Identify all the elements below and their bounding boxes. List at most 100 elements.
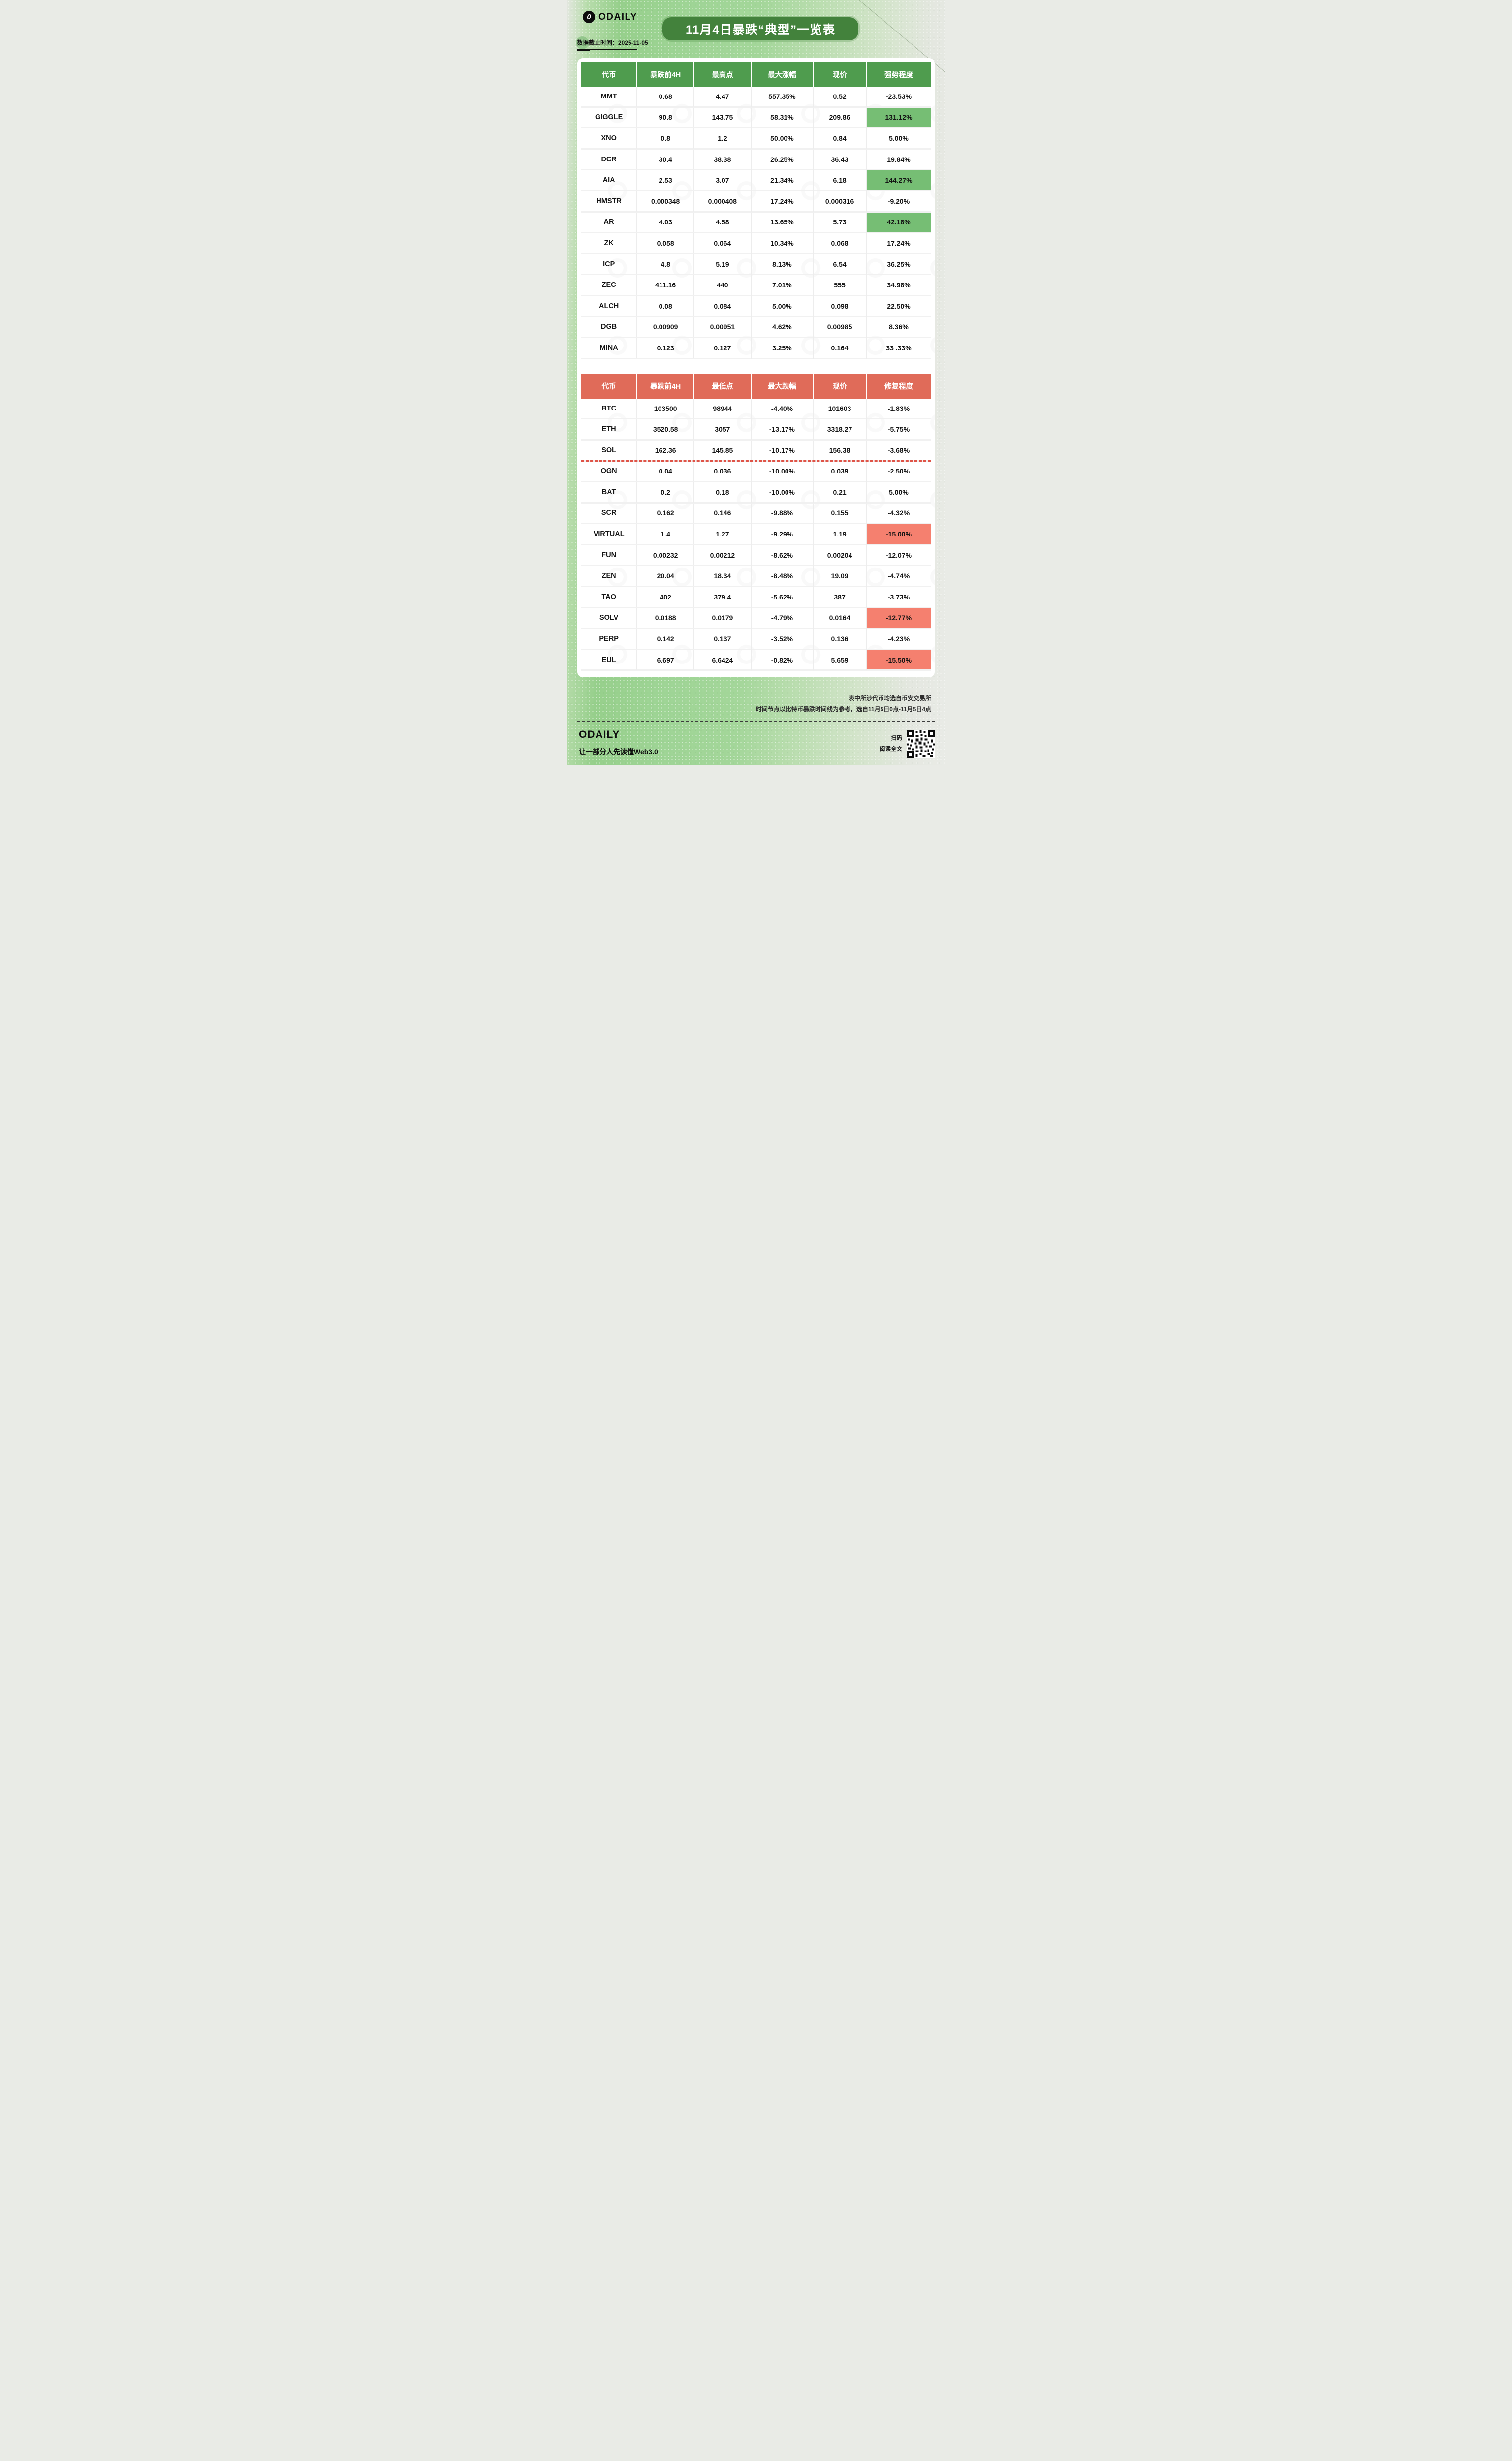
table-header-row: 代币 暴跌前4H 最低点 最大跌幅 现价 修复程度 xyxy=(581,374,931,399)
token-cell: BTC xyxy=(581,398,638,420)
tables-card: 代币 暴跌前4H 最高点 最大涨幅 现价 强势程度 MMT 0.68 4.47 557.35% 0.… xyxy=(577,58,935,677)
table-row: SOLV 0.0188 0.0179 -4.79% 0.0164 -12.77% xyxy=(581,608,931,630)
column-header: 最大跌幅 xyxy=(751,374,814,399)
table-row: SOL 162.36 145.85 -10.17% 156.38 -3.68% xyxy=(581,440,931,462)
value-cell: 0.098 xyxy=(814,296,867,317)
value-cell: 8.13% xyxy=(751,254,814,276)
value-cell: -3.52% xyxy=(751,629,814,650)
value-cell: 411.16 xyxy=(637,275,695,296)
value-cell: 144.27% xyxy=(867,170,931,191)
table-row: MMT 0.68 4.47 557.35% 0.52 -23.53% xyxy=(581,87,931,108)
table-row: ETH 3520.58 3057 -13.17% 3318.27 -5.75% xyxy=(581,419,931,441)
value-cell: -3.73% xyxy=(867,587,931,608)
table-row: DCR 30.4 38.38 26.25% 36.43 19.84% xyxy=(581,149,931,171)
token-cell: EUL xyxy=(581,650,638,671)
table-row: GIGGLE 90.8 143.75 58.31% 209.86 131.12% xyxy=(581,107,931,129)
value-cell: 0.08 xyxy=(637,296,695,317)
value-cell: 0.21 xyxy=(814,482,867,504)
infographic-poster: 0 ODAILY 11月4日暴跌“典型”一览表 数据截止时间：2025-11-0… xyxy=(567,0,945,765)
token-cell: DCR xyxy=(581,149,638,171)
value-cell: 0.039 xyxy=(814,461,867,483)
token-cell: MMT xyxy=(581,87,638,108)
value-cell: -13.17% xyxy=(751,419,814,441)
value-cell: 0.137 xyxy=(694,629,752,650)
table-row: SCR 0.162 0.146 -9.88% 0.155 -4.32% xyxy=(581,503,931,525)
value-cell: 58.31% xyxy=(751,107,814,129)
value-cell: 1.2 xyxy=(694,128,752,150)
value-cell: 5.73 xyxy=(814,212,867,234)
table-row: DGB 0.00909 0.00951 4.62% 0.00985 8.36% xyxy=(581,317,931,339)
value-cell: 0.52 xyxy=(814,87,867,108)
value-cell: 555 xyxy=(814,275,867,296)
value-cell: 5.19 xyxy=(694,254,752,276)
value-cell: -15.50% xyxy=(867,650,931,671)
footnote-line: 时间节点以比特币暴跌时间线为参考，选自11月5日0点-11月5日4点 xyxy=(756,706,931,713)
qr-caption-line: 扫码 xyxy=(891,735,902,741)
odaily-logo-text: ODAILY xyxy=(598,11,638,22)
table-row: FUN 0.00232 0.00212 -8.62% 0.00204 -12.07% xyxy=(581,545,931,567)
qr-caption-line: 阅读全文 xyxy=(880,746,902,752)
value-cell: 4.62% xyxy=(751,317,814,339)
token-cell: ALCH xyxy=(581,296,638,317)
token-cell: XNO xyxy=(581,128,638,150)
footer-brand: ODAILY 让一部分人先读懂Web3.0 xyxy=(579,729,658,757)
value-cell: 3.25% xyxy=(751,338,814,359)
token-cell: FUN xyxy=(581,545,638,567)
footnotes: 表中所涉代币均选自币安交易所 时间节点以比特币暴跌时间线为参考，选自11月5日0… xyxy=(656,693,931,715)
value-cell: 0.04 xyxy=(637,461,695,483)
column-header: 最大涨幅 xyxy=(751,62,814,87)
odaily-logo: 0 ODAILY xyxy=(583,11,637,23)
value-cell: 0.2 xyxy=(637,482,695,504)
value-cell: 18.34 xyxy=(694,566,752,588)
token-cell: BAT xyxy=(581,482,638,504)
value-cell: 6.697 xyxy=(637,650,695,671)
value-cell: -9.20% xyxy=(867,191,931,213)
value-cell: 0.18 xyxy=(694,482,752,504)
token-cell: AR xyxy=(581,212,638,234)
page-title: 11月4日暴跌“典型”一览表 xyxy=(662,17,858,40)
value-cell: 3057 xyxy=(694,419,752,441)
value-cell: 0.00909 xyxy=(637,317,695,339)
value-cell: 4.47 xyxy=(694,87,752,108)
value-cell: 4.03 xyxy=(637,212,695,234)
token-cell: PERP xyxy=(581,629,638,650)
value-cell: 22.50% xyxy=(867,296,931,317)
token-cell: SOLV xyxy=(581,608,638,630)
value-cell: 131.12% xyxy=(867,107,931,129)
value-cell: -4.40% xyxy=(751,398,814,420)
table-row: MINA 0.123 0.127 3.25% 0.164 33 .33% xyxy=(581,338,931,359)
table-row: ICP 4.8 5.19 8.13% 6.54 36.25% xyxy=(581,254,931,276)
footnote-line: 表中所涉代币均选自币安交易所 xyxy=(848,695,931,702)
value-cell: 6.54 xyxy=(814,254,867,276)
token-cell: DGB xyxy=(581,317,638,339)
qr-caption: 扫码 阅读全文 xyxy=(880,733,902,755)
value-cell: 4.58 xyxy=(694,212,752,234)
table-row: ZEC 411.16 440 7.01% 555 34.98% xyxy=(581,275,931,296)
value-cell: 402 xyxy=(637,587,695,608)
value-cell: -0.82% xyxy=(751,650,814,671)
value-cell: 101603 xyxy=(814,398,867,420)
value-cell: 0.142 xyxy=(637,629,695,650)
table-row: XNO 0.8 1.2 50.00% 0.84 5.00% xyxy=(581,128,931,150)
value-cell: 379.4 xyxy=(694,587,752,608)
value-cell: 7.01% xyxy=(751,275,814,296)
token-cell: SCR xyxy=(581,503,638,525)
value-cell: 1.4 xyxy=(637,524,695,545)
value-cell: -12.77% xyxy=(867,608,931,630)
footer-tagline: 让一部分人先读懂Web3.0 xyxy=(579,748,658,756)
value-cell: 0.164 xyxy=(814,338,867,359)
value-cell: 387 xyxy=(814,587,867,608)
value-cell: 10.34% xyxy=(751,233,814,254)
value-cell: -12.07% xyxy=(867,545,931,567)
value-cell: 5.00% xyxy=(867,482,931,504)
value-cell: -4.79% xyxy=(751,608,814,630)
value-cell: -10.00% xyxy=(751,461,814,483)
value-cell: 30.4 xyxy=(637,149,695,171)
footer-brand-name: ODAILY xyxy=(579,729,620,740)
value-cell: 0.136 xyxy=(814,629,867,650)
value-cell: 440 xyxy=(694,275,752,296)
value-cell: 0.00951 xyxy=(694,317,752,339)
value-cell: 42.18% xyxy=(867,212,931,234)
column-header: 最高点 xyxy=(694,62,752,87)
value-cell: 2.53 xyxy=(637,170,695,191)
